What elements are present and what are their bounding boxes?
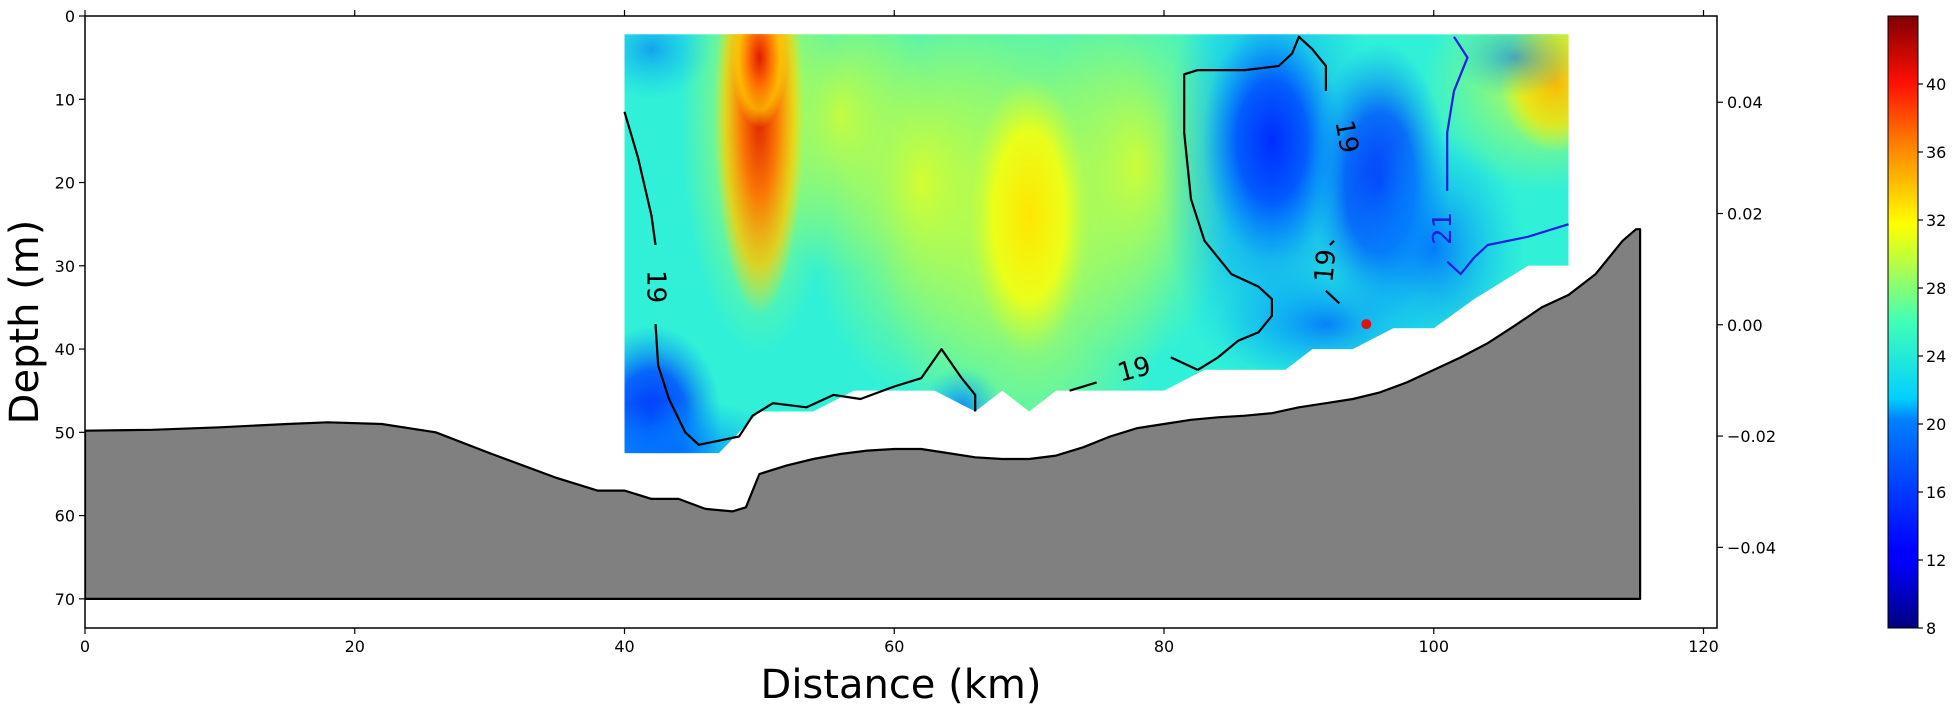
right-tick-label: 0.02 bbox=[1727, 205, 1763, 224]
colorbar: 8 12 16 20 24 28 32 36 40 bbox=[1887, 15, 1946, 638]
y-tick-label: 40 bbox=[55, 340, 75, 359]
seafloor bbox=[85, 228, 1642, 600]
contour-label: 19 bbox=[1328, 118, 1363, 156]
contour-21-lower bbox=[1446, 223, 1569, 276]
y-tick-label: 30 bbox=[55, 257, 75, 276]
y-axis-ticks: 0 10 20 30 40 50 60 70 bbox=[55, 7, 85, 609]
bathymetry bbox=[85, 228, 1642, 600]
x-tick-label: 20 bbox=[345, 637, 365, 656]
contour-19-bottom-b bbox=[1170, 356, 1199, 371]
colorbar-tick-label: 8 bbox=[1926, 619, 1936, 638]
contour-19-bottom-a bbox=[1069, 381, 1097, 392]
y-axis-title: Depth (m) bbox=[2, 220, 48, 425]
cold-core-88km bbox=[1201, 34, 1342, 261]
contour-19-left-upper bbox=[623, 111, 657, 246]
x-axis-title: Distance (km) bbox=[761, 662, 1042, 708]
contour-19-right-lower bbox=[1325, 289, 1341, 305]
contour-21-upper bbox=[1446, 36, 1469, 191]
x-tick-label: 40 bbox=[614, 637, 634, 656]
hot-max-50km bbox=[731, 34, 788, 128]
colorbar-tick-label: 24 bbox=[1926, 347, 1946, 366]
colorbar-tick-label: 28 bbox=[1926, 279, 1946, 298]
contour-19-right-dash bbox=[1329, 240, 1335, 246]
warm-max-70km bbox=[969, 75, 1090, 356]
y-tick-label: 70 bbox=[55, 590, 75, 609]
x-tick-label: 100 bbox=[1418, 637, 1449, 656]
colorbar-ticks: 8 12 16 20 24 28 32 36 40 bbox=[1918, 75, 1946, 638]
contour-lines bbox=[623, 35, 1569, 446]
colorbar-gradient bbox=[1887, 15, 1919, 629]
station-marker bbox=[1361, 319, 1372, 330]
right-tick-label: −0.02 bbox=[1727, 427, 1776, 446]
y-tick-label: 60 bbox=[55, 507, 75, 526]
y-tick-label: 20 bbox=[55, 174, 75, 193]
cold-region-44km bbox=[624, 398, 789, 454]
colorbar-tick-label: 36 bbox=[1926, 143, 1946, 162]
colorbar-tick-label: 20 bbox=[1926, 415, 1946, 434]
x-tick-label: 60 bbox=[884, 637, 904, 656]
colorbar-tick-label: 40 bbox=[1926, 75, 1946, 94]
x-tick-label: 120 bbox=[1688, 637, 1719, 656]
x-axis-ticks: 0 20 40 60 80 100 120 bbox=[80, 10, 1719, 656]
contour-19-left-bottom bbox=[654, 324, 977, 446]
right-axis-ticks: 0.04 0.02 0.00 −0.02 −0.04 bbox=[1717, 93, 1776, 557]
marker-layer bbox=[1361, 319, 1372, 330]
right-tick-label: 0.00 bbox=[1727, 316, 1763, 335]
x-tick-label: 80 bbox=[1154, 637, 1174, 656]
cold-spot-42km bbox=[624, 34, 712, 100]
colorbar-tick-label: 32 bbox=[1926, 211, 1946, 230]
contour-19-right bbox=[1183, 35, 1327, 371]
right-tick-label: −0.04 bbox=[1727, 538, 1776, 557]
contour-label: 21 bbox=[1428, 212, 1458, 245]
y-tick-label: 10 bbox=[55, 90, 75, 109]
contour-label: 19 bbox=[1309, 248, 1342, 284]
cold-spot-104km bbox=[1454, 34, 1569, 98]
axes-frame bbox=[84, 15, 1718, 629]
contour-label: 19 bbox=[641, 270, 671, 303]
right-tick-label: 0.04 bbox=[1727, 93, 1763, 112]
colorbar-tick-label: 12 bbox=[1926, 551, 1946, 570]
y-tick-label: 50 bbox=[55, 423, 75, 442]
x-tick-label: 0 bbox=[80, 637, 90, 656]
colorbar-tick-label: 16 bbox=[1926, 483, 1946, 502]
y-tick-label: 0 bbox=[65, 7, 75, 26]
plot-area: 0 20 40 60 80 100 120 0 10 20 30 40 50 60 70 0.04 0.02… bbox=[55, 7, 1776, 656]
